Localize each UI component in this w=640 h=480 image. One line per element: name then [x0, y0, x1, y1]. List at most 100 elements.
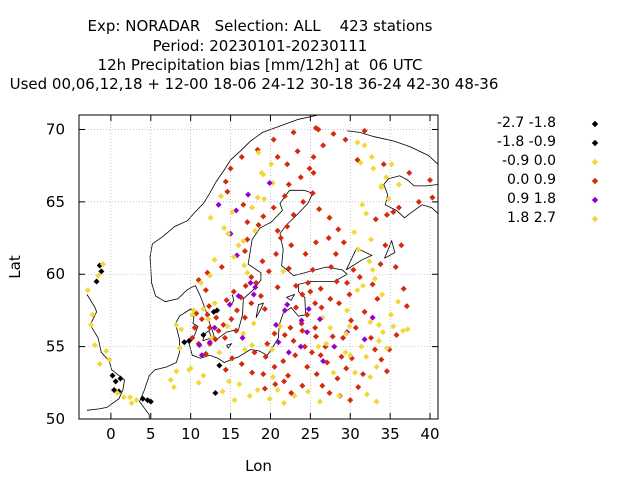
data-point-series-2 [344, 307, 351, 314]
legend-marker [591, 215, 599, 223]
data-point-series-2 [95, 272, 102, 279]
data-point-series-5 [281, 400, 288, 407]
data-point-series-3 [212, 336, 219, 343]
legend-entry: 0.0 0.9 [440, 172, 556, 190]
data-point-series-2 [261, 195, 268, 202]
data-point-series-2 [120, 394, 127, 401]
data-point-series-5 [211, 300, 218, 307]
data-point-series-3 [340, 334, 347, 341]
data-point-series-5 [304, 388, 311, 395]
data-point-series-3 [309, 190, 316, 197]
data-point-series-3 [191, 324, 198, 331]
legend-marker [591, 158, 599, 166]
data-point-series-0 [212, 389, 219, 396]
data-point-series-4 [252, 284, 259, 291]
data-point-series-3 [206, 303, 213, 310]
data-point-series-3 [261, 305, 268, 312]
data-point-series-4 [239, 334, 246, 341]
data-point-series-3 [274, 153, 281, 160]
data-point-series-0 [186, 337, 193, 344]
data-point-series-2 [221, 224, 228, 231]
data-point-series-3 [285, 265, 292, 272]
data-point-series-3 [344, 279, 351, 286]
data-point-series-5 [347, 352, 354, 359]
data-point-series-2 [178, 326, 185, 333]
data-point-series-3 [264, 340, 271, 347]
data-point-series-5 [274, 387, 281, 394]
data-point-series-5 [225, 230, 232, 237]
data-point-series-3 [238, 153, 245, 160]
legend-label: 0.9 1.8 [507, 191, 556, 207]
x-tick-label: 15 [221, 425, 240, 443]
data-point-series-2 [114, 389, 121, 396]
data-point-series-3 [222, 366, 229, 373]
data-point-series-4 [284, 301, 291, 308]
legend-marker [591, 120, 599, 128]
legend-label: -0.9 0.0 [501, 153, 556, 169]
data-point-series-3 [294, 148, 301, 155]
data-point-series-2 [250, 320, 257, 327]
data-point-series-2 [367, 236, 374, 243]
data-point-series-2 [211, 256, 218, 263]
data-point-series-5 [369, 266, 376, 273]
data-point-series-5 [218, 193, 225, 200]
x-tick-label: 40 [420, 425, 439, 443]
data-point-series-3 [332, 250, 339, 257]
data-point-series-3 [302, 250, 309, 257]
data-point-series-3 [241, 314, 248, 321]
data-point-series-3 [299, 291, 306, 298]
data-point-series-2 [176, 345, 183, 352]
data-point-series-3 [299, 327, 306, 334]
data-point-series-5 [330, 369, 337, 376]
data-point-series-4 [297, 343, 304, 350]
data-point-series-3 [230, 288, 237, 295]
coastline-segment-2 [347, 130, 439, 165]
data-point-series-4 [235, 292, 242, 299]
data-point-series-5 [189, 311, 196, 318]
legend-marker [591, 196, 599, 204]
x-tick-label: 25 [301, 425, 320, 443]
data-point-series-3 [328, 264, 335, 270]
data-point-series-2 [358, 343, 365, 350]
data-point-series-5 [254, 194, 261, 201]
data-point-series-3 [248, 274, 255, 281]
data-point-series-3 [380, 161, 387, 168]
data-point-series-2 [128, 400, 135, 407]
data-point-series-4 [298, 317, 305, 324]
data-point-series-0 [109, 372, 116, 379]
data-point-series-1 [200, 332, 207, 339]
data-point-series-5 [343, 330, 350, 337]
data-point-series-3 [285, 181, 292, 188]
legend-entry: 1.8 2.7 [440, 210, 556, 228]
data-point-series-3 [317, 352, 324, 359]
data-point-series-2 [133, 397, 140, 404]
data-point-series-5 [224, 323, 231, 330]
data-point-series-2 [383, 174, 390, 181]
data-point-series-2 [395, 298, 402, 305]
data-point-series-3 [202, 287, 209, 294]
data-point-series-5 [360, 282, 367, 289]
data-point-series-2 [219, 388, 226, 395]
data-point-series-2 [235, 242, 242, 249]
data-point-series-3 [352, 324, 359, 331]
data-point-series-3 [383, 368, 390, 375]
legend-marker [591, 139, 599, 147]
data-point-series-3 [304, 311, 311, 318]
data-point-series-5 [355, 246, 362, 253]
data-point-series-5 [379, 329, 386, 336]
data-point-series-3 [204, 311, 211, 318]
data-point-series-2 [252, 227, 259, 234]
data-point-series-4 [285, 349, 292, 356]
data-point-series-5 [200, 305, 207, 312]
data-point-series-2 [170, 384, 177, 391]
legend-label: -2.7 -1.8 [496, 115, 556, 131]
legend-label: 0.0 0.9 [507, 172, 556, 188]
data-point-series-4 [369, 314, 376, 321]
data-point-series-3 [335, 226, 342, 233]
data-point-series-3 [371, 346, 378, 353]
data-point-series-3 [348, 317, 355, 324]
data-point-series-3 [215, 327, 222, 334]
y-tick-label: 60 [46, 265, 65, 283]
coastline-segment-10 [384, 239, 396, 259]
data-point-series-3 [429, 194, 436, 201]
